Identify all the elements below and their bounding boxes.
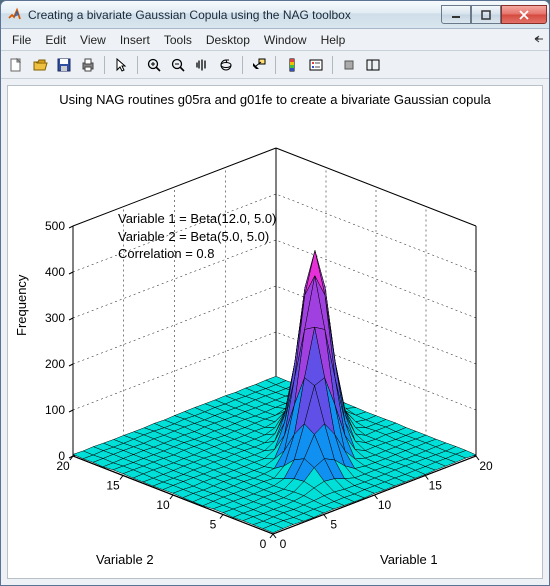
open-folder-icon[interactable]: [29, 54, 51, 76]
window-controls: [441, 5, 547, 24]
save-icon[interactable]: [53, 54, 75, 76]
toolbar-separator: [332, 56, 333, 74]
menu-file[interactable]: File: [5, 31, 38, 49]
zoom-out-icon[interactable]: [167, 54, 189, 76]
menu-view[interactable]: View: [73, 31, 113, 49]
dock-icon[interactable]: [362, 54, 384, 76]
annotation-line-3: Correlation = 0.8: [118, 245, 276, 263]
svg-text:10: 10: [156, 498, 170, 512]
toolbar-separator: [137, 56, 138, 74]
y-axis-label: Variable 2: [96, 552, 154, 567]
svg-text:20: 20: [56, 459, 70, 473]
toolbar-separator: [275, 56, 276, 74]
menu-desktop[interactable]: Desktop: [199, 31, 257, 49]
print-icon[interactable]: [77, 54, 99, 76]
maximize-button[interactable]: [471, 5, 501, 24]
menu-edit[interactable]: Edit: [38, 31, 73, 49]
hide-plot-icon[interactable]: [338, 54, 360, 76]
window-title: Creating a bivariate Gaussian Copula usi…: [28, 8, 441, 22]
svg-text:0: 0: [280, 537, 287, 551]
minimize-button[interactable]: [441, 5, 471, 24]
svg-text:5: 5: [330, 518, 337, 532]
toolbar-separator: [104, 56, 105, 74]
svg-text:500: 500: [45, 219, 65, 233]
svg-text:10: 10: [378, 498, 392, 512]
svg-text:300: 300: [45, 311, 65, 325]
svg-text:15: 15: [106, 479, 120, 493]
close-button[interactable]: [501, 5, 547, 24]
menubar: File Edit View Insert Tools Desktop Wind…: [1, 29, 549, 51]
annotation-text: Variable 1 = Beta(12.0, 5.0) Variable 2 …: [118, 210, 276, 263]
data-cursor-icon[interactable]: [248, 54, 270, 76]
pan-icon[interactable]: [191, 54, 213, 76]
matlab-icon: [7, 7, 23, 23]
svg-text:200: 200: [45, 357, 65, 371]
menu-insert[interactable]: Insert: [113, 31, 157, 49]
svg-text:5: 5: [210, 518, 217, 532]
zoom-in-icon[interactable]: [143, 54, 165, 76]
menu-overflow-icon[interactable]: [531, 33, 545, 47]
insert-colorbar-icon[interactable]: [281, 54, 303, 76]
menu-help[interactable]: Help: [314, 31, 353, 49]
x-axis-label: Variable 1: [380, 552, 438, 567]
svg-text:100: 100: [45, 403, 65, 417]
figure-area: Using NAG routines g05ra and g01fe to cr…: [1, 79, 549, 585]
surface-plot: 01002003004005000510152005101520: [8, 86, 536, 579]
insert-legend-icon[interactable]: [305, 54, 327, 76]
svg-text:400: 400: [45, 265, 65, 279]
annotation-line-2: Variable 2 = Beta(5.0, 5.0): [118, 228, 276, 246]
figure-canvas[interactable]: Using NAG routines g05ra and g01fe to cr…: [7, 85, 543, 579]
toolbar: [1, 51, 549, 79]
rotate3d-icon[interactable]: [215, 54, 237, 76]
app-window: Creating a bivariate Gaussian Copula usi…: [0, 0, 550, 586]
new-file-icon[interactable]: [5, 54, 27, 76]
svg-text:15: 15: [429, 479, 443, 493]
svg-text:0: 0: [260, 537, 267, 551]
annotation-line-1: Variable 1 = Beta(12.0, 5.0): [118, 210, 276, 228]
pointer-icon[interactable]: [110, 54, 132, 76]
toolbar-separator: [242, 56, 243, 74]
menu-tools[interactable]: Tools: [157, 31, 199, 49]
menu-window[interactable]: Window: [257, 31, 314, 49]
z-axis-label: Frequency: [14, 275, 29, 336]
svg-text:20: 20: [479, 459, 493, 473]
titlebar[interactable]: Creating a bivariate Gaussian Copula usi…: [1, 1, 549, 29]
